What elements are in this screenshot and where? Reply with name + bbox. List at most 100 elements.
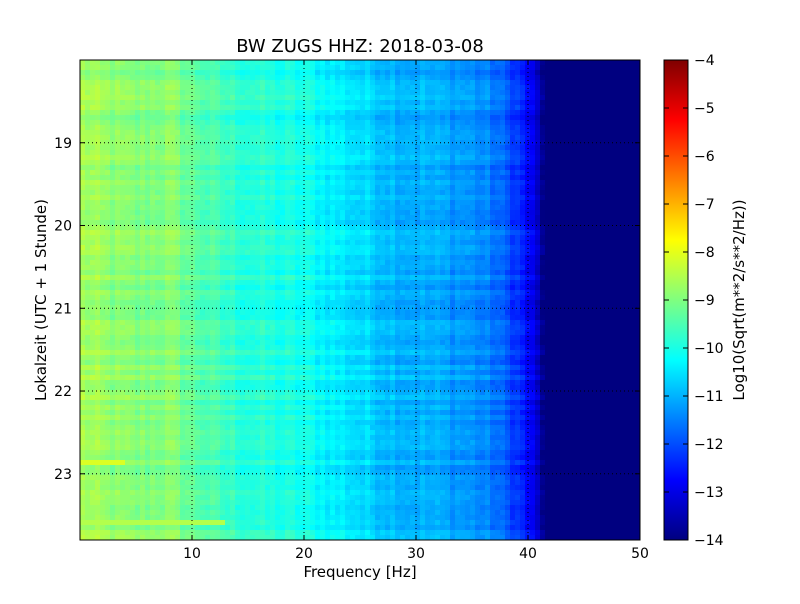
heatmap-cell <box>250 200 256 206</box>
heatmap-cell <box>510 65 516 71</box>
heatmap-cell <box>330 215 336 221</box>
heatmap-cell <box>560 265 566 271</box>
heatmap-cell <box>250 270 256 276</box>
heatmap-cell <box>430 85 436 91</box>
heatmap-cell <box>285 175 291 181</box>
heatmap-cell <box>625 260 631 266</box>
heatmap-cell <box>430 150 436 156</box>
heatmap-cell <box>610 275 616 281</box>
heatmap-cell <box>590 65 596 71</box>
heatmap-cell <box>150 235 156 241</box>
heatmap-cell <box>170 60 176 66</box>
heatmap-cell <box>210 70 216 76</box>
heatmap-cell <box>345 140 351 146</box>
heatmap-cell <box>565 160 571 166</box>
heatmap-cell <box>90 220 96 226</box>
heatmap-cell <box>300 130 306 136</box>
heatmap-cell <box>230 130 236 136</box>
heatmap-cell <box>115 90 121 96</box>
heatmap-cell <box>260 135 266 141</box>
heatmap-cell <box>360 60 366 66</box>
heatmap-cell <box>200 145 206 151</box>
heatmap-cell <box>560 165 566 171</box>
heatmap-cell <box>85 250 91 256</box>
heatmap-cell <box>380 195 386 201</box>
heatmap-cell <box>465 175 471 181</box>
heatmap-cell <box>320 265 326 271</box>
heatmap-cell <box>235 145 241 151</box>
heatmap-cell <box>215 250 221 256</box>
heatmap-cell <box>345 175 351 181</box>
heatmap-cell <box>365 235 371 241</box>
heatmap-cell <box>480 135 486 141</box>
heatmap-cell <box>385 175 391 181</box>
heatmap-cell <box>215 260 221 266</box>
heatmap-cell <box>560 155 566 161</box>
heatmap-cell <box>225 230 231 236</box>
heatmap-cell <box>420 265 426 271</box>
heatmap-cell <box>310 275 316 281</box>
heatmap-cell <box>620 265 626 271</box>
heatmap-cell <box>545 265 551 271</box>
heatmap-cell <box>175 115 181 121</box>
heatmap-cell <box>370 70 376 76</box>
heatmap-cell <box>450 205 456 211</box>
heatmap-cell <box>145 235 151 241</box>
heatmap-cell <box>330 80 336 86</box>
heatmap-cell <box>610 255 616 261</box>
heatmap-cell <box>540 275 546 281</box>
heatmap-cell <box>175 205 181 211</box>
heatmap-cell <box>505 90 511 96</box>
heatmap-cell <box>130 205 136 211</box>
heatmap-cell <box>225 265 231 271</box>
heatmap-cell <box>605 220 611 226</box>
heatmap-cell <box>500 95 506 101</box>
heatmap-cell <box>530 270 536 276</box>
heatmap-cell <box>575 270 581 276</box>
heatmap-cell <box>190 145 196 151</box>
heatmap-cell <box>300 105 306 111</box>
heatmap-cell <box>125 135 131 141</box>
heatmap-cell <box>310 90 316 96</box>
heatmap-cell <box>360 180 366 186</box>
heatmap-cell <box>140 235 146 241</box>
heatmap-cell <box>425 205 431 211</box>
heatmap-cell <box>585 275 591 281</box>
heatmap-cell <box>575 150 581 156</box>
heatmap-cell <box>360 205 366 211</box>
heatmap-cell <box>200 180 206 186</box>
heatmap-cell <box>270 170 276 176</box>
heatmap-cell <box>135 125 141 131</box>
heatmap-cell <box>85 265 91 271</box>
heatmap-cell <box>385 205 391 211</box>
heatmap-cell <box>245 165 251 171</box>
heatmap-cell <box>375 250 381 256</box>
heatmap-cell <box>610 65 616 71</box>
heatmap-cell <box>125 140 131 146</box>
heatmap-cell <box>555 215 561 221</box>
heatmap-cell <box>115 205 121 211</box>
heatmap-cell <box>310 100 316 106</box>
heatmap-cell <box>130 170 136 176</box>
heatmap-cell <box>210 155 216 161</box>
heatmap-cell <box>320 200 326 206</box>
heatmap-cell <box>135 235 141 241</box>
heatmap-cell <box>290 205 296 211</box>
heatmap-cell <box>415 130 421 136</box>
heatmap-cell <box>360 190 366 196</box>
heatmap-cell <box>620 120 626 126</box>
heatmap-cell <box>80 215 86 221</box>
heatmap-cell <box>625 130 631 136</box>
heatmap-cell <box>140 220 146 226</box>
heatmap-cell <box>595 155 601 161</box>
heatmap-cell <box>555 270 561 276</box>
heatmap-cell <box>460 120 466 126</box>
heatmap-cell <box>305 265 311 271</box>
heatmap-cell <box>255 280 261 286</box>
heatmap-cell <box>125 145 131 151</box>
heatmap-cell <box>405 140 411 146</box>
heatmap-cell <box>290 220 296 226</box>
heatmap-cell <box>505 185 511 191</box>
heatmap-cell <box>370 160 376 166</box>
heatmap-cell <box>145 230 151 236</box>
